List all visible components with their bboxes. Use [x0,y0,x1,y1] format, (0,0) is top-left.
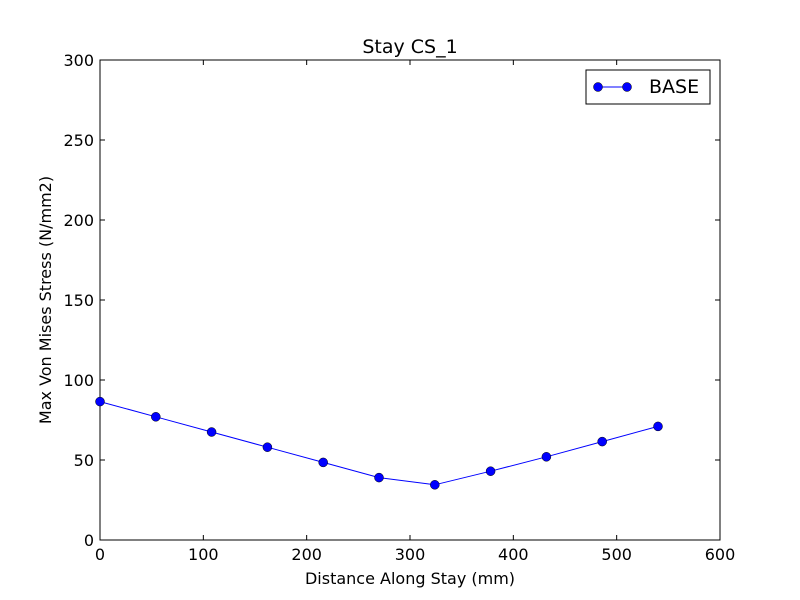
x-tick-label: 400 [498,545,529,564]
legend-label-base: BASE [649,76,699,98]
legend: BASE [585,69,711,105]
y-tick-label: 200 [63,211,94,230]
legend-marker-right [622,82,632,92]
data-point [541,452,552,462]
y-tick-label: 250 [63,131,94,150]
x-tick-label: 100 [188,545,219,564]
data-point [95,396,105,407]
data-point [597,436,607,447]
x-axis-label: Distance Along Stay (mm) [305,569,515,588]
data-point [430,480,440,490]
x-tick-label: 600 [705,545,736,564]
data-point [318,457,328,468]
series-layer [95,396,663,490]
y-axis: 0 50 100 150 200 250 300 [63,51,720,550]
data-point [374,472,384,483]
y-tick-label: 0 [84,531,94,550]
x-tick-label: 300 [395,545,426,564]
data-point [151,412,161,422]
data-point [485,466,496,476]
x-tick-label: 0 [95,545,105,564]
plot-frame [99,59,721,541]
y-axis-label: Max Von Mises Stress (N/mm2) [36,176,55,424]
data-point [206,427,217,437]
x-tick-label: 500 [601,545,632,564]
y-tick-label: 300 [63,51,94,70]
y-tick-label: 100 [63,371,94,390]
y-tick-label: 150 [63,291,94,310]
y-tick-label: 50 [74,451,94,470]
legend-marker-left [593,82,603,92]
x-axis: 0 100 200 300 400 500 600 [95,60,735,564]
plot-area [99,59,721,541]
chart-title: Stay CS_1 [362,36,457,58]
x-tick-label: 200 [291,545,322,564]
data-point [653,421,663,432]
data-point [262,442,273,452]
